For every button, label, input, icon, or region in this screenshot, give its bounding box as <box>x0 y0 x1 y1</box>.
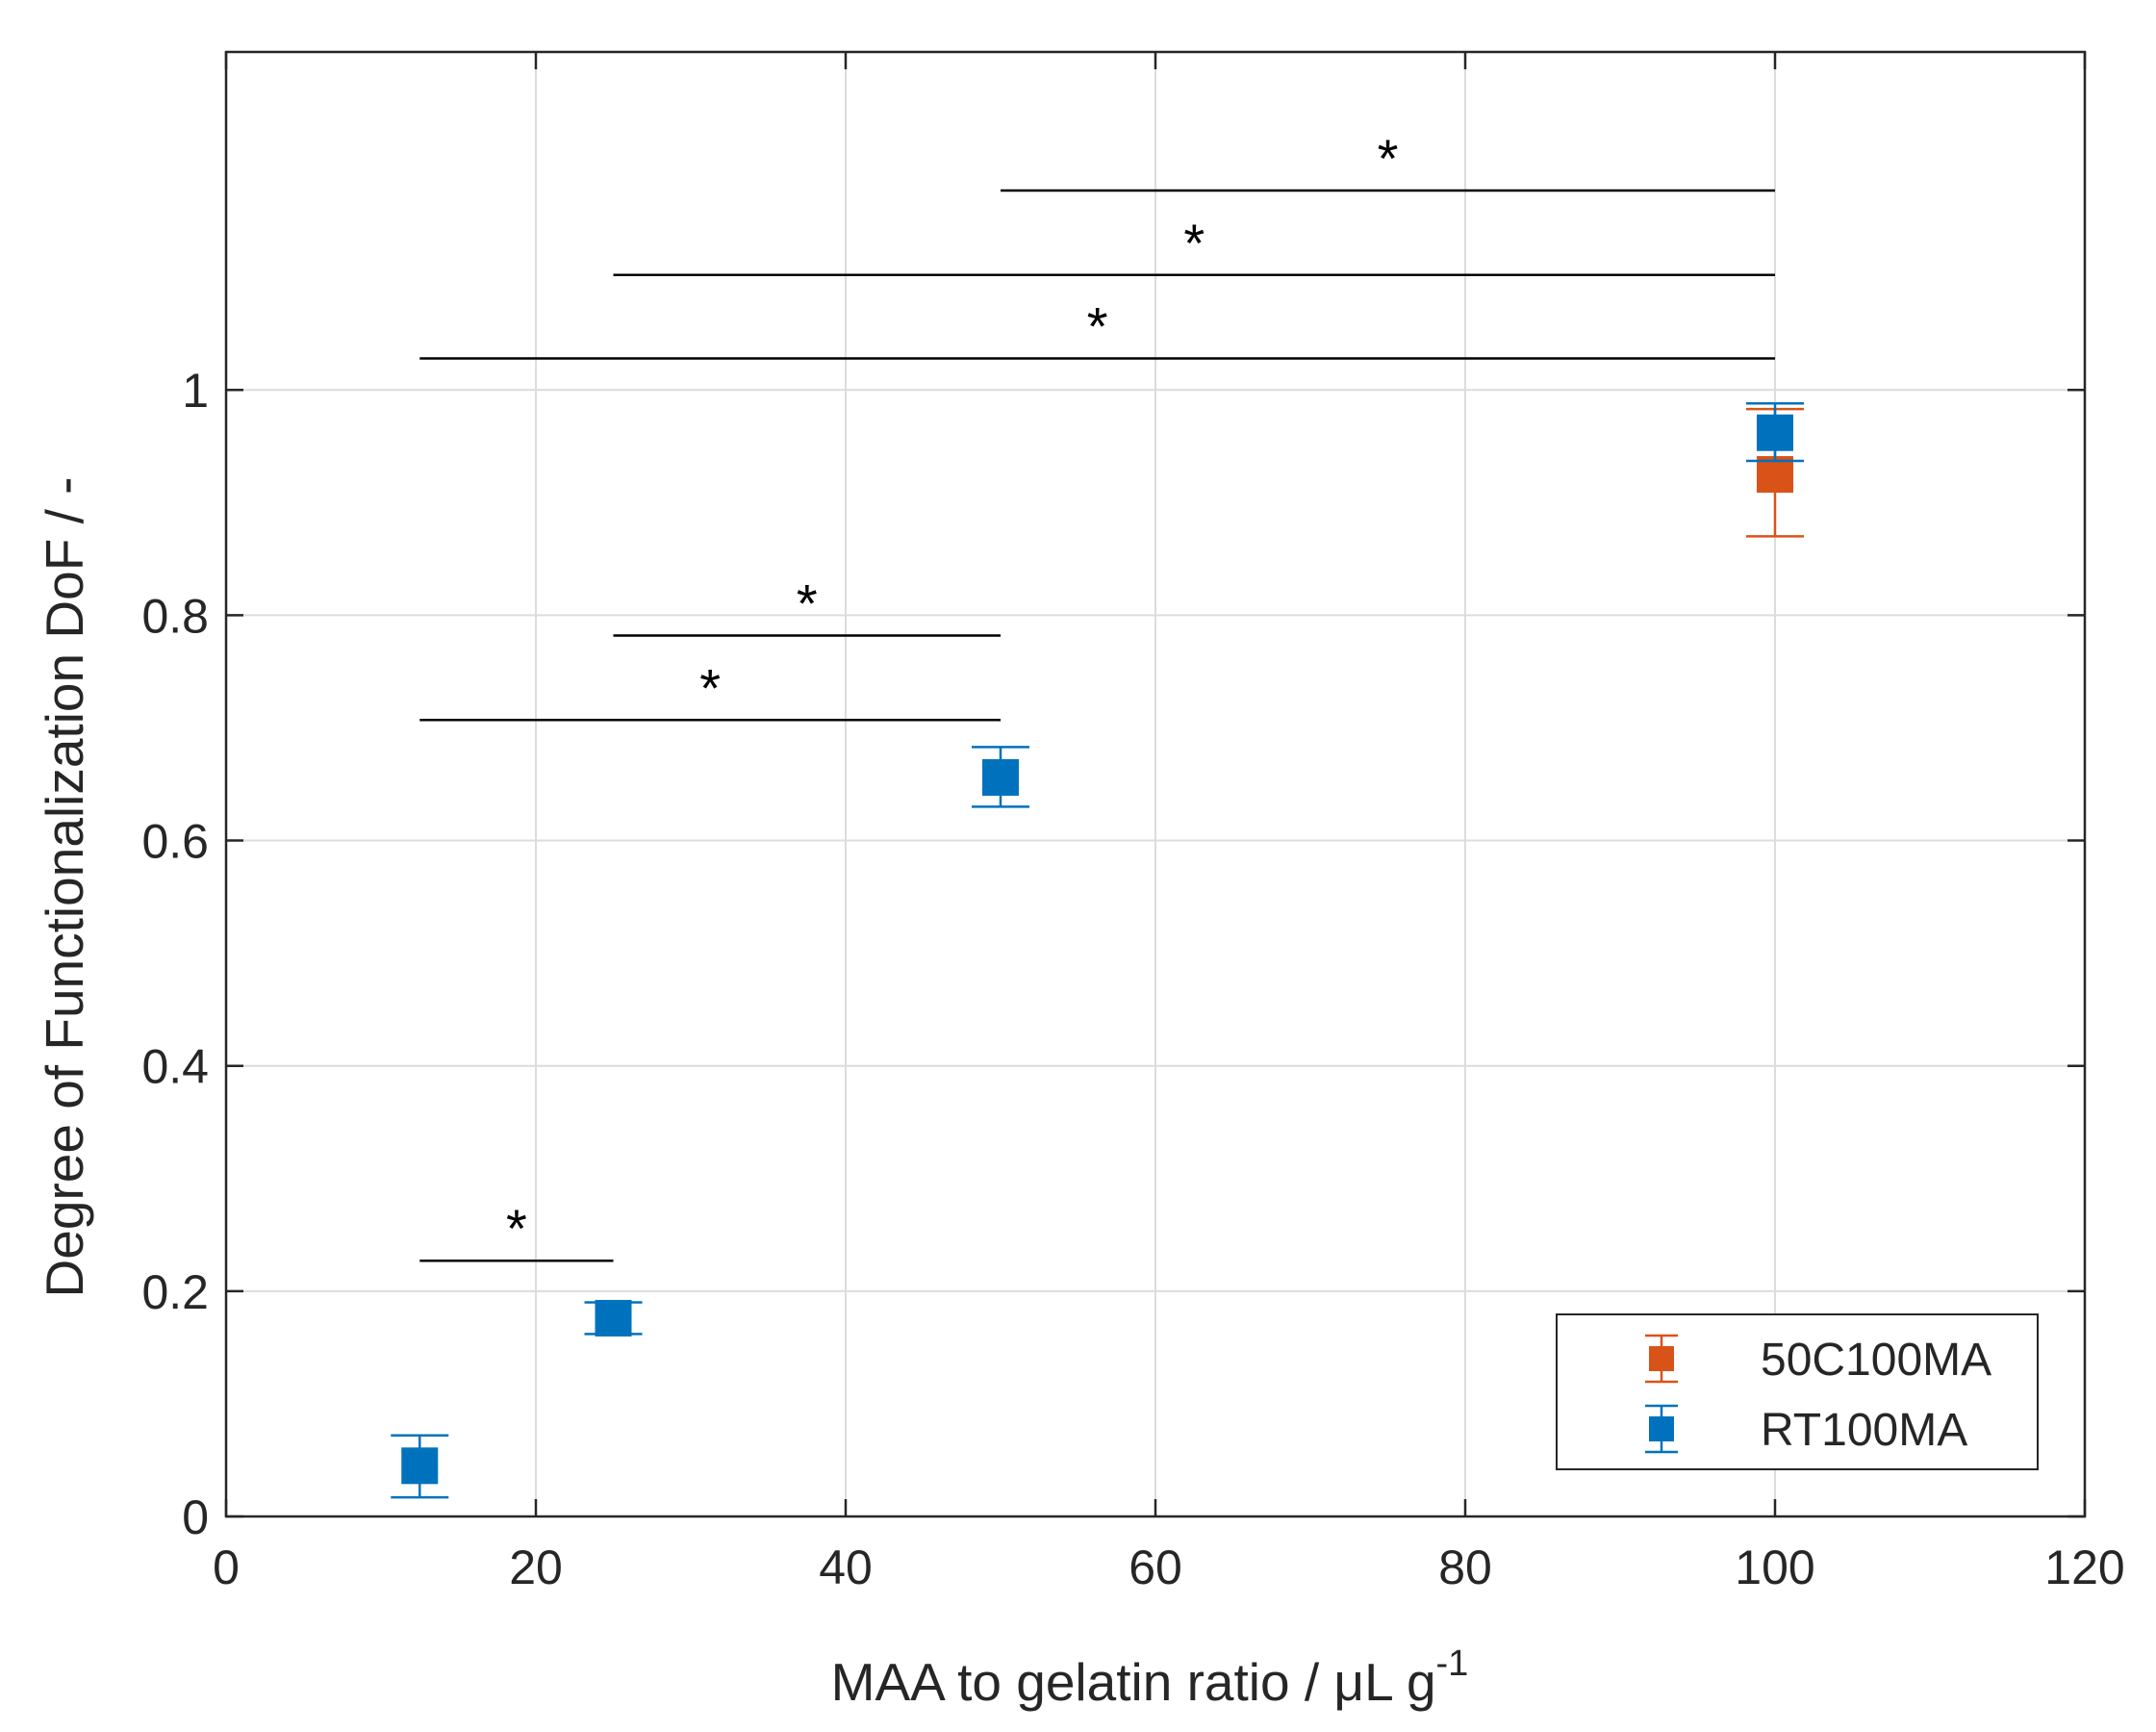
data-point-RT100MA <box>1746 402 1804 463</box>
significance-star: * <box>506 1198 527 1259</box>
y-tick-label: 0.8 <box>141 589 209 643</box>
y-axis-label: Degree of Functionalization DoF / - <box>35 477 94 1298</box>
y-tick-label: 0.2 <box>141 1265 209 1319</box>
x-axis-label-text: MAA to gelatin ratio / μL g <box>831 1652 1436 1712</box>
y-tick-label: 0.4 <box>141 1040 209 1094</box>
x-tick-label: 60 <box>1129 1541 1182 1594</box>
legend-label: RT100MA <box>1761 1405 1967 1456</box>
x-axis-label-superscript: -1 <box>1436 1643 1469 1684</box>
y-tick-label: 1 <box>182 364 209 418</box>
square-marker <box>1757 456 1793 494</box>
legend-marker <box>1649 1346 1674 1371</box>
data-point-RT100MA <box>584 1299 643 1337</box>
square-marker <box>1757 414 1793 451</box>
x-tick-label: 100 <box>1735 1541 1814 1594</box>
significance-star: * <box>1378 128 1399 189</box>
x-tick-label: 40 <box>819 1541 873 1594</box>
square-marker <box>595 1299 632 1337</box>
y-tick-label: 0 <box>182 1490 209 1544</box>
data-point-50C100MA <box>1746 407 1804 538</box>
legend-label: 50C100MA <box>1761 1335 1991 1386</box>
significance-brackets: * * * * * * <box>419 128 1775 1262</box>
tick-labels: 0 20 40 60 80 100 120 0 0.2 0.4 0.6 0.8 1 <box>141 364 2124 1594</box>
square-marker <box>982 758 1019 796</box>
axes <box>224 50 2087 1518</box>
x-tick-label: 120 <box>2044 1541 2124 1594</box>
x-tick-label: 80 <box>1438 1541 1492 1594</box>
x-axis-label: MAA to gelatin ratio / μL g-1 <box>831 1643 1469 1712</box>
square-marker <box>401 1447 439 1485</box>
legend-entry: 50C100MA <box>1645 1334 1991 1386</box>
significance-star: * <box>699 657 721 718</box>
legend-entry: RT100MA <box>1645 1404 1967 1456</box>
data-point-RT100MA <box>391 1434 449 1499</box>
data-marks <box>391 402 1804 1499</box>
significance-star: * <box>1183 213 1205 273</box>
x-tick-label: 20 <box>509 1541 563 1594</box>
significance-star: * <box>797 573 818 633</box>
grid <box>226 52 2085 1516</box>
y-tick-label: 0.6 <box>141 815 209 869</box>
legend-marker <box>1649 1416 1674 1441</box>
significance-star: * <box>1087 295 1108 356</box>
x-tick-label: 0 <box>213 1541 240 1594</box>
legend: 50C100MA RT100MA <box>1556 1313 2039 1470</box>
legend-box <box>1556 1313 2039 1470</box>
data-point-RT100MA <box>972 746 1029 808</box>
